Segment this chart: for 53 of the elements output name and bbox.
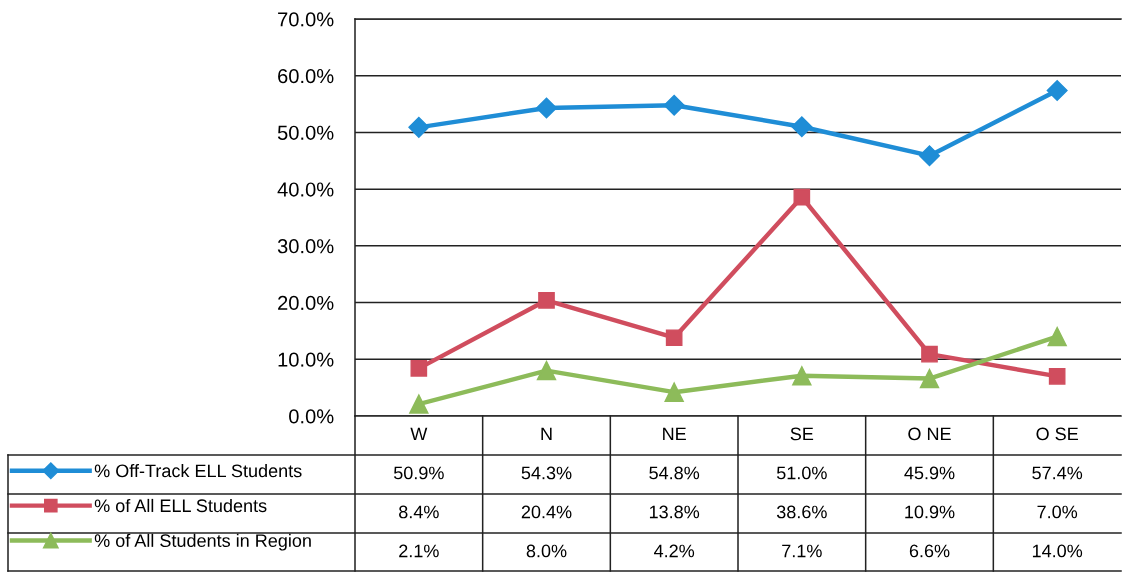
point — [793, 188, 811, 206]
x-tick-label: N — [541, 427, 552, 441]
point — [535, 97, 558, 119]
x-tick-label: SE — [790, 427, 814, 441]
data-label: 54.8% — [649, 466, 700, 480]
point — [1047, 326, 1067, 347]
point — [410, 360, 428, 377]
point — [664, 382, 684, 402]
data-label: 10.9% — [905, 505, 955, 519]
point — [663, 94, 685, 116]
data-label: 4.2% — [654, 544, 695, 558]
y-tick-label: 30.0% — [277, 239, 334, 254]
point — [921, 345, 938, 363]
point — [408, 116, 430, 138]
y-tick-label: 0.0% — [289, 409, 334, 424]
point — [919, 368, 940, 389]
legend-label: % of All ELL Students — [94, 498, 267, 513]
point — [536, 360, 557, 381]
x-tick-label: O SE — [1036, 427, 1078, 441]
x-tick-label: NE — [663, 427, 686, 441]
point — [792, 366, 812, 386]
data-label: 2.1% — [399, 544, 439, 558]
y-tick-label: 70.0% — [278, 12, 334, 27]
data-label: 50.9% — [393, 466, 444, 480]
point — [1048, 367, 1066, 385]
data-label: 8.0% — [526, 544, 567, 558]
data-label: 7.1% — [782, 544, 822, 558]
data-label: 8.4% — [399, 505, 439, 519]
data-label: 14.0% — [1032, 544, 1083, 558]
data-label: 13.8% — [649, 505, 700, 519]
point — [538, 291, 555, 309]
y-tick-label: 10.0% — [278, 352, 334, 367]
point — [1046, 79, 1068, 101]
data-label: 20.4% — [521, 505, 572, 519]
data-label: 6.6% — [909, 544, 950, 558]
legend-label: % Off-Track ELL Students — [94, 464, 302, 478]
data-label: 54.3% — [521, 466, 572, 480]
point — [665, 329, 683, 347]
y-tick-label: 50.0% — [277, 125, 334, 140]
data-label: 45.9% — [904, 466, 955, 480]
data-label: 57.4% — [1032, 466, 1083, 480]
y-tick-label: 60.0% — [278, 68, 334, 84]
data-label: 51.0% — [776, 466, 827, 480]
data-label: 7.0% — [1037, 505, 1078, 519]
point — [409, 394, 429, 414]
x-tick-label: W — [410, 427, 428, 441]
y-tick-label: 40.0% — [277, 182, 334, 197]
point — [791, 116, 813, 138]
x-tick-label: O NE — [908, 427, 951, 441]
data-label: 38.6% — [776, 505, 827, 519]
y-tick-label: 20.0% — [278, 295, 334, 311]
point — [918, 145, 941, 167]
legend-label: % of All Students in Region — [94, 533, 311, 551]
